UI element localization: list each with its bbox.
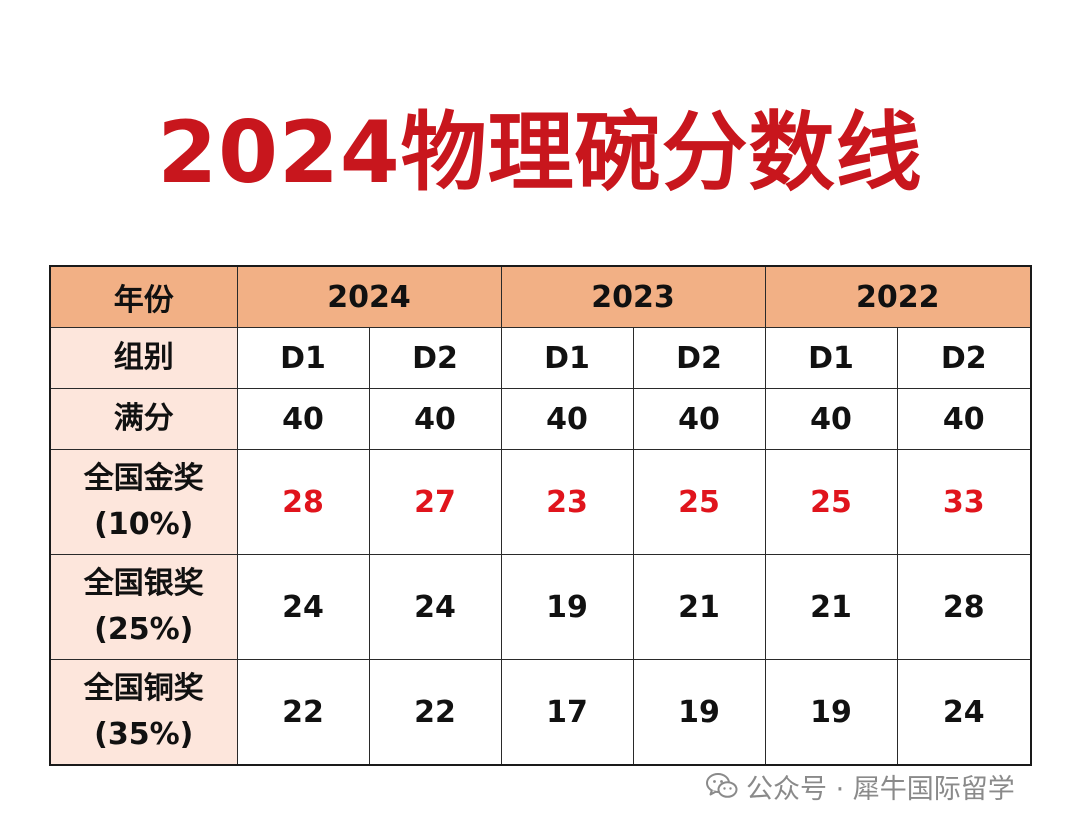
silver-label-name: 全国银奖 <box>83 566 204 601</box>
full-score-cell: 40 <box>896 388 1032 450</box>
year-row: 年份 2024 2023 2022 <box>49 265 1032 328</box>
gold-cell: 28 <box>236 449 370 555</box>
group-cell: D2 <box>368 327 502 389</box>
silver-cell: 28 <box>896 554 1032 660</box>
silver-label-percent: (25%) <box>94 612 194 647</box>
bronze-label-percent: (35%) <box>94 717 194 752</box>
gold-label-name: 全国金奖 <box>83 461 204 496</box>
full-score-cell: 40 <box>764 388 898 450</box>
bronze-label-name: 全国铜奖 <box>83 671 204 706</box>
silver-cell: 24 <box>368 554 502 660</box>
silver-cell: 21 <box>764 554 898 660</box>
group-cell: D2 <box>896 327 1032 389</box>
bronze-cell: 17 <box>500 659 634 766</box>
year-2022: 2022 <box>764 265 1032 328</box>
gold-cell: 33 <box>896 449 1032 555</box>
wechat-icon <box>706 772 738 800</box>
bronze-label: 全国铜奖 (35%) <box>49 659 238 766</box>
bronze-cell: 24 <box>896 659 1032 766</box>
year-header-label: 年份 <box>49 265 238 328</box>
silver-row: 全国银奖 (25%) 24 24 19 21 21 28 <box>49 554 1032 660</box>
gold-cell: 23 <box>500 449 634 555</box>
gold-label: 全国金奖 (10%) <box>49 449 238 555</box>
bronze-cell: 22 <box>368 659 502 766</box>
bronze-row: 全国铜奖 (35%) 22 22 17 19 19 24 <box>49 659 1032 766</box>
silver-cell: 24 <box>236 554 370 660</box>
full-score-cell: 40 <box>500 388 634 450</box>
gold-cell: 25 <box>632 449 766 555</box>
silver-cell: 19 <box>500 554 634 660</box>
bronze-cell: 19 <box>632 659 766 766</box>
full-score-label: 满分 <box>49 388 238 450</box>
year-2023: 2023 <box>500 265 766 328</box>
gold-cell: 27 <box>368 449 502 555</box>
silver-label: 全国银奖 (25%) <box>49 554 238 660</box>
group-label: 组别 <box>49 327 238 389</box>
bronze-cell: 22 <box>236 659 370 766</box>
watermark: 公众号 · 犀牛国际留学 <box>706 768 1015 805</box>
gold-label-percent: (10%) <box>94 507 194 542</box>
full-score-cell: 40 <box>368 388 502 450</box>
score-table: 年份 2024 2023 2022 组别 D1 D2 D1 D2 D1 D2 满… <box>49 265 1032 766</box>
watermark-text: 公众号 · 犀牛国际留学 <box>746 773 1015 805</box>
year-2024: 2024 <box>236 265 502 328</box>
group-cell: D2 <box>632 327 766 389</box>
gold-cell: 25 <box>764 449 898 555</box>
full-score-row: 满分 40 40 40 40 40 40 <box>49 388 1032 450</box>
silver-cell: 21 <box>632 554 766 660</box>
group-cell: D1 <box>500 327 634 389</box>
full-score-cell: 40 <box>236 388 370 450</box>
full-score-cell: 40 <box>632 388 766 450</box>
group-row: 组别 D1 D2 D1 D2 D1 D2 <box>49 327 1032 389</box>
page-title: 2024物理碗分数线 <box>157 103 923 203</box>
group-cell: D1 <box>236 327 370 389</box>
bronze-cell: 19 <box>764 659 898 766</box>
gold-row: 全国金奖 (10%) 28 27 23 25 25 33 <box>49 449 1032 555</box>
group-cell: D1 <box>764 327 898 389</box>
